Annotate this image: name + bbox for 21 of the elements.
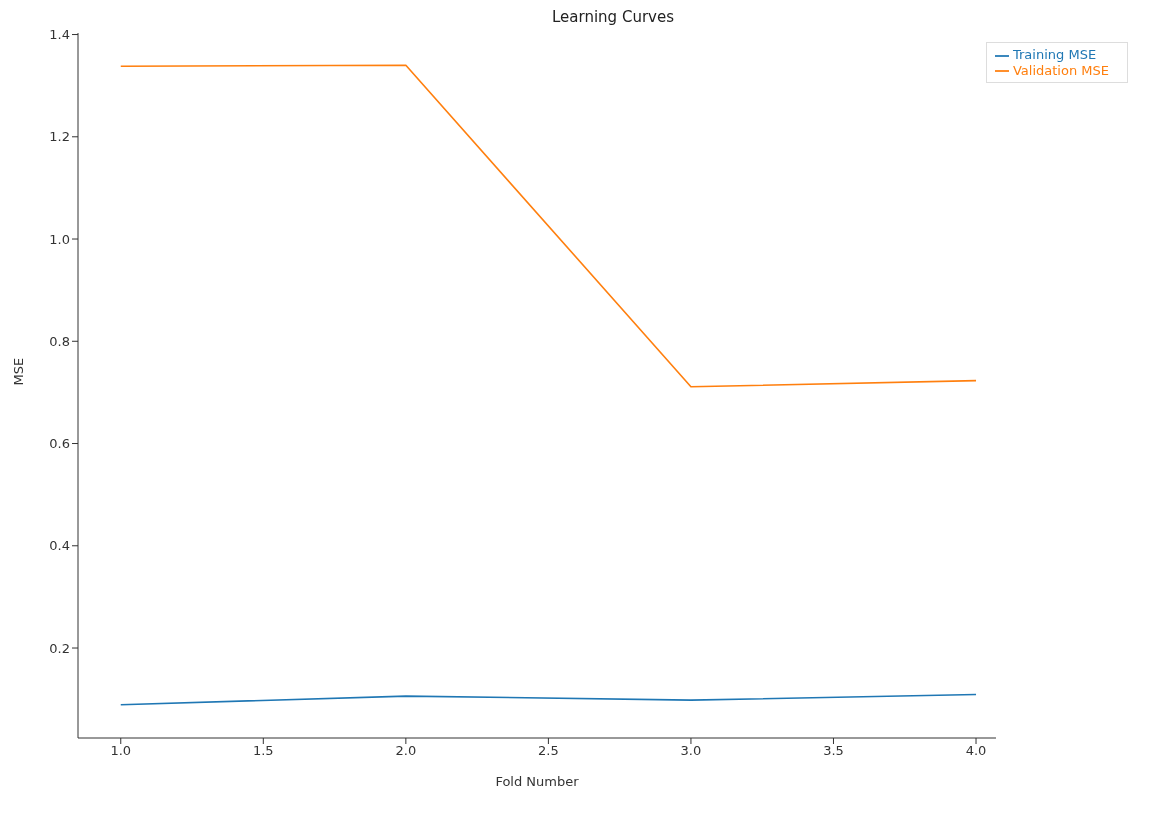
x-tick-label: 3.5 — [823, 743, 844, 759]
x-tick-label: 1.0 — [110, 743, 132, 759]
x-tick-label: 2.5 — [538, 743, 559, 759]
x-tick-label: 3.0 — [680, 743, 702, 759]
x-tick-label: 2.0 — [395, 743, 417, 759]
x-tick-label: 1.5 — [252, 743, 274, 759]
y-tick-label: 1.0 — [49, 231, 70, 247]
y-tick-label: 0.8 — [49, 333, 70, 349]
legend-label: Training MSE — [1012, 47, 1097, 62]
chart-title: Learning Curves — [551, 8, 675, 28]
y-tick-label: 0.4 — [49, 538, 70, 554]
y-tick-label: 0.6 — [49, 436, 70, 452]
x-axis-title: Fold Number — [495, 774, 580, 789]
line-series — [119, 693, 977, 706]
y-axis-title: MSE — [10, 357, 26, 386]
line-series — [119, 64, 977, 388]
y-tick-label: 1.4 — [49, 27, 70, 43]
y-tick-label: 1.2 — [49, 129, 70, 145]
legend-label: Validation MSE — [1012, 62, 1109, 78]
x-tick-label: 4.0 — [965, 743, 987, 759]
y-tick-label: 0.2 — [49, 640, 70, 656]
